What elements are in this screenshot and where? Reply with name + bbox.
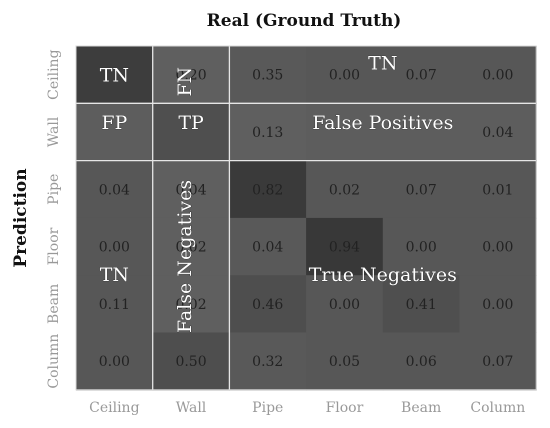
- cell-value-label: 0.00: [482, 240, 513, 256]
- cell-value-label: 0.07: [406, 182, 437, 198]
- cell-wall-ceiling: [76, 103, 154, 162]
- cell-wall-floor: [306, 103, 384, 162]
- cell-ceiling-ceiling: [76, 46, 154, 104]
- y-tick-beam: Beam: [46, 284, 62, 324]
- cell-column-beam: [382, 332, 460, 391]
- cell-value-label: 0.05: [329, 354, 360, 370]
- cell-pipe-ceiling: [76, 160, 154, 219]
- cell-value-label: 0.00: [482, 297, 513, 313]
- cell-value-label: 0.00: [406, 240, 437, 256]
- cell-ceiling-pipe: [229, 46, 307, 104]
- cell-column-ceiling: [76, 332, 154, 391]
- x-tick-beam: Beam: [401, 400, 441, 416]
- cell-floor-beam: [382, 217, 460, 276]
- cell-value-label: 0.02: [175, 297, 206, 313]
- cell-value-label: 0.02: [175, 240, 206, 256]
- quadrant-label-fn-top-wall: FN: [174, 67, 196, 97]
- cell-value-label: 0.01: [482, 182, 513, 198]
- quadrant-label-fp-wall-left: FP: [101, 112, 127, 134]
- cell-value-label: 0.00: [99, 354, 130, 370]
- quadrant-label-tn-top-right: TN: [368, 53, 397, 75]
- quadrant-label-tn-top-left: TN: [100, 65, 129, 87]
- cell-pipe-pipe: [229, 160, 307, 219]
- cell-value-label: 0.00: [329, 297, 360, 313]
- cell-wall-column: [459, 103, 537, 162]
- y-axis-title: Prediction: [11, 168, 31, 267]
- cell-wall-pipe: [229, 103, 307, 162]
- cell-value-label: 0.82: [252, 182, 283, 198]
- cell-value-label: 0.20: [175, 68, 206, 84]
- cell-value-label: 0.04: [175, 182, 206, 198]
- cell-pipe-floor: [306, 160, 384, 219]
- cell-column-floor: [306, 332, 384, 391]
- x-tick-pipe: Pipe: [252, 400, 283, 416]
- cell-value-label: 0.00: [482, 68, 513, 84]
- cell-value-label: 0.11: [99, 297, 130, 313]
- quadrant-label-tp-wall-wall: TP: [178, 112, 204, 134]
- cell-floor-floor: [306, 217, 384, 276]
- cell-floor-pipe: [229, 217, 307, 276]
- cell-floor-ceiling: [76, 217, 154, 276]
- cell-beam-column: [459, 275, 537, 333]
- cell-value-label: 0.02: [329, 182, 360, 198]
- y-tick-floor: Floor: [46, 227, 62, 265]
- y-tick-wall: Wall: [46, 116, 62, 147]
- x-axis-title: Real (Ground Truth): [207, 11, 402, 31]
- cell-floor-wall: [152, 217, 230, 276]
- quadrant-labels: TN FN TN FP TP False Positives TN False Negativ…: [99, 52, 457, 333]
- cell-pipe-column: [459, 160, 537, 219]
- cell-beam-wall: [152, 275, 230, 333]
- cell-column-wall: [152, 332, 230, 391]
- quadrant-label-false-negatives-bottom-wall: False Negatives: [174, 180, 196, 333]
- cell-value-label: 0.04: [252, 240, 283, 256]
- y-tick-ceiling: Ceiling: [46, 49, 62, 99]
- cell-beam-ceiling: [76, 275, 154, 333]
- cell-beam-beam: [382, 275, 460, 333]
- cell-pipe-wall: [152, 160, 230, 219]
- cell-value-label: 0.06: [406, 354, 437, 370]
- x-tick-wall: Wall: [176, 400, 207, 416]
- cell-value-labels: 0.20 0.35 0.00 0.07 0.00 0.13 0.04 0.04 0.04 0.82…: [99, 68, 514, 370]
- cell-value-label: 0.46: [252, 297, 283, 313]
- cell-value-label: 0.04: [482, 125, 513, 141]
- cell-pipe-beam: [382, 160, 460, 219]
- wall-row-band: [76, 103, 537, 161]
- quadrant-label-true-negatives-bottom-right: True Negatives: [309, 264, 457, 286]
- cell-value-label: 0.00: [329, 68, 360, 84]
- cell-value-label: 0.07: [482, 354, 513, 370]
- cell-value-label: 0.94: [329, 240, 360, 256]
- cell-wall-beam: [382, 103, 460, 162]
- cell-value-label: 0.50: [175, 354, 206, 370]
- cell-value-label: 0.32: [252, 354, 283, 370]
- cell-value-label: 0.07: [406, 68, 437, 84]
- cell-floor-column: [459, 217, 537, 276]
- quadrant-overlay: [75, 45, 537, 391]
- cell-ceiling-column: [459, 46, 537, 104]
- cell-value-label: 0.41: [406, 297, 437, 313]
- heatmap-cells: [76, 46, 537, 391]
- quadrant-label-tn-bottom-left: TN: [100, 264, 129, 286]
- cell-wall-wall: [152, 103, 230, 162]
- cell-value-label: 0.13: [252, 125, 283, 141]
- y-tick-labels: Ceiling Wall Pipe Floor Beam Column: [46, 49, 62, 388]
- x-tick-labels: Ceiling Wall Pipe Floor Beam Column: [89, 400, 525, 416]
- x-tick-column: Column: [470, 400, 525, 416]
- x-tick-floor: Floor: [326, 400, 364, 416]
- cell-beam-pipe: [229, 275, 307, 333]
- cell-ceiling-wall: [152, 46, 230, 104]
- cell-beam-floor: [306, 275, 384, 333]
- matrix-border: [75, 45, 537, 391]
- cell-column-pipe: [229, 332, 307, 391]
- cell-value-label: 0.04: [99, 182, 130, 198]
- cell-ceiling-beam: [382, 46, 460, 104]
- y-tick-pipe: Pipe: [46, 174, 62, 205]
- cell-ceiling-floor: [306, 46, 384, 104]
- cell-value-label: 0.00: [99, 240, 130, 256]
- quadrant-label-false-positives-wall-right: False Positives: [312, 112, 453, 134]
- cell-column-column: [459, 332, 537, 391]
- cell-value-label: 0.35: [252, 68, 283, 84]
- y-tick-column: Column: [46, 334, 62, 389]
- x-tick-ceiling: Ceiling: [89, 400, 139, 416]
